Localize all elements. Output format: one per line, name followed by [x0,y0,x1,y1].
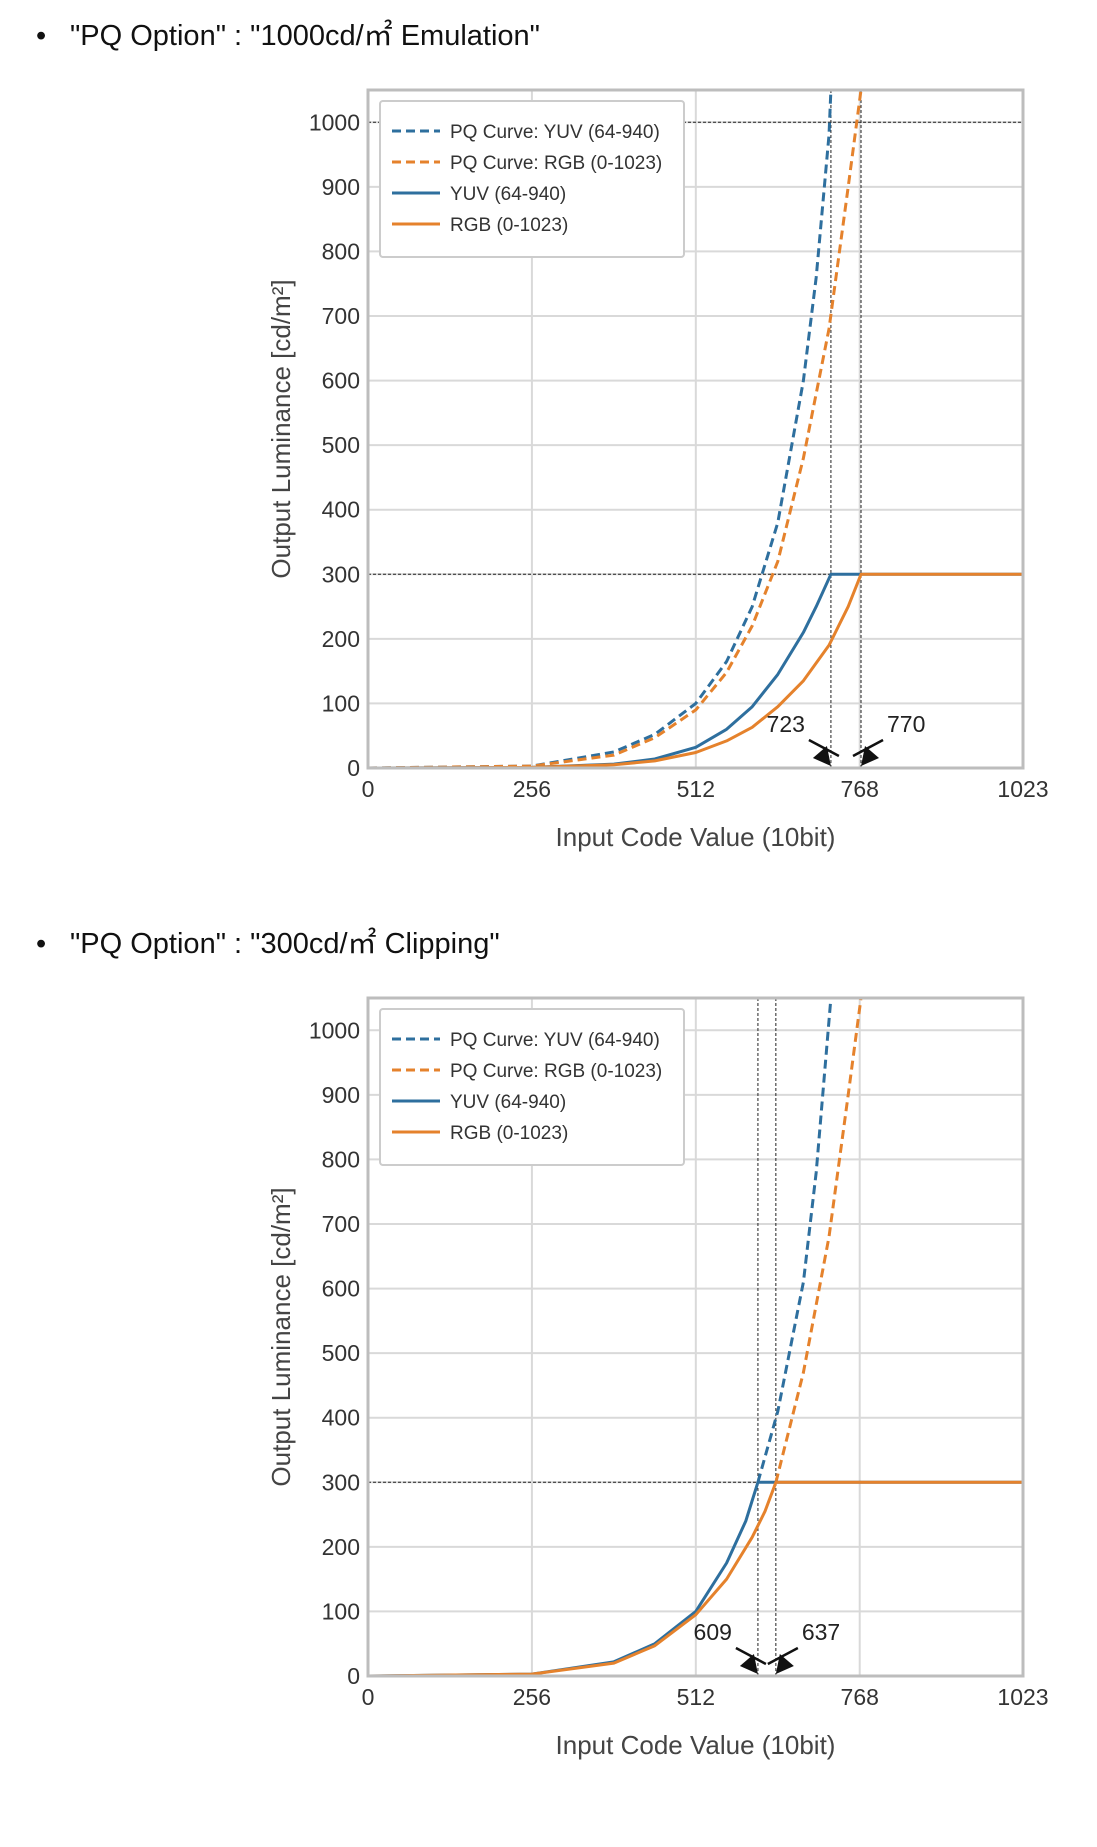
annotation-arrow-shaft [735,1646,767,1666]
y-axis-label: Output Luminance [cd/m²] [266,279,296,578]
legend-label: YUV (64-940) [450,1092,566,1113]
annotation-arrow-shaft [767,1646,799,1666]
heading-text: "PQ Option" : "300cd/㎡ Clipping" [70,928,500,960]
legend: PQ Curve: YUV (64-940) PQ Curve: RGB (0-1… [379,100,685,258]
y-tick-label: 900 [322,174,360,200]
annotation-arrow-head [775,1654,794,1674]
annotation-label: 609 [694,1619,732,1645]
x-tick-label: 768 [841,776,879,802]
bullet-marker: • [36,20,47,52]
series-line [368,90,833,768]
x-tick-label: 0 [362,1684,375,1710]
x-tick-label: 768 [841,1684,879,1710]
chart-1000-emulation: 0 256 512 768 1023 0 100 200 300 400 500 600 700 800 9… [0,70,1097,870]
y-tick-label: 400 [322,497,360,523]
x-tick-label: 0 [362,776,375,802]
heading-text: "PQ Option" : "1000cd/㎡ Emulation" [70,20,540,52]
y-tick-label: 900 [322,1082,360,1108]
y-tick-label: 800 [322,238,360,264]
annotation-arrow-shaft [808,738,840,758]
x-tick-label: 1023 [997,1684,1048,1710]
y-tick-label: 700 [322,1211,360,1237]
plot-frame [366,88,1025,770]
y-tick-label: 1000 [309,1017,360,1043]
annotation-arrow-head [812,746,831,766]
annotation-arrow-head [739,1654,758,1674]
legend-label: YUV (64-940) [450,184,566,205]
y-tick-label: 100 [322,1598,360,1624]
legend-label: PQ Curve: YUV (64-940) [450,122,660,143]
chart-svg: 0 256 512 768 1023 0 100 200 300 400 500 600 700 800 9… [266,996,1049,1760]
legend-label: RGB (0-1023) [450,1123,568,1144]
y-tick-label: 800 [322,1146,360,1172]
y-tick-label: 700 [322,303,360,329]
legend-label: PQ Curve: YUV (64-940) [450,1030,660,1051]
legend-frame [379,1008,685,1166]
x-axis-label: Input Code Value (10bit) [556,1730,836,1760]
legend-label: PQ Curve: RGB (0-1023) [450,153,662,174]
y-tick-label: 600 [322,1276,360,1302]
x-tick-label: 512 [677,1684,715,1710]
y-tick-label: 300 [322,1469,360,1495]
y-tick-label: 600 [322,368,360,394]
chart-svg: 0 256 512 768 1023 0 100 200 300 400 500 600 700 800 9… [266,88,1049,852]
series-line [368,1480,1023,1676]
series-line [756,998,833,1483]
y-tick-label: 300 [322,561,360,587]
y-tick-label: 0 [347,755,360,781]
x-axis-label: Input Code Value (10bit) [556,822,836,852]
legend-label: PQ Curve: RGB (0-1023) [450,1061,662,1082]
annotation-label: 770 [887,711,925,737]
legend: PQ Curve: YUV (64-940) PQ Curve: RGB (0-1… [379,1008,685,1166]
x-tick-label: 1023 [997,776,1048,802]
series-group [368,998,1023,1676]
legend-label: RGB (0-1023) [450,215,568,236]
annotation-label: 637 [802,1619,840,1645]
legend-frame [379,100,685,258]
series-line [368,572,1023,768]
y-tick-label: 0 [347,1663,360,1689]
annotation-arrow-shaft [852,738,884,758]
section-heading-1: • "PQ Option" : "1000cd/㎡ Emulation" [36,12,540,54]
x-tick-label: 256 [513,776,551,802]
chart-300-clipping: 0 256 512 768 1023 0 100 200 300 400 500 600 700 800 9… [0,978,1097,1778]
y-tick-label: 500 [322,432,360,458]
annotation-label: 723 [767,711,805,737]
y-tick-label: 400 [322,1405,360,1431]
annotation-arrow-head [861,746,880,766]
section-heading-2: • "PQ Option" : "300cd/㎡ Clipping" [36,920,500,962]
x-tick-label: 512 [677,776,715,802]
y-tick-label: 200 [322,626,360,652]
y-axis-label: Output Luminance [cd/m²] [266,1187,296,1486]
plot-frame [366,996,1025,1678]
series-line [368,90,863,768]
y-tick-label: 500 [322,1340,360,1366]
series-line [774,998,863,1483]
y-tick-label: 100 [322,690,360,716]
x-tick-label: 256 [513,1684,551,1710]
series-group [368,90,1023,768]
y-tick-label: 200 [322,1534,360,1560]
y-tick-label: 1000 [309,109,360,135]
bullet-marker: • [36,928,47,960]
